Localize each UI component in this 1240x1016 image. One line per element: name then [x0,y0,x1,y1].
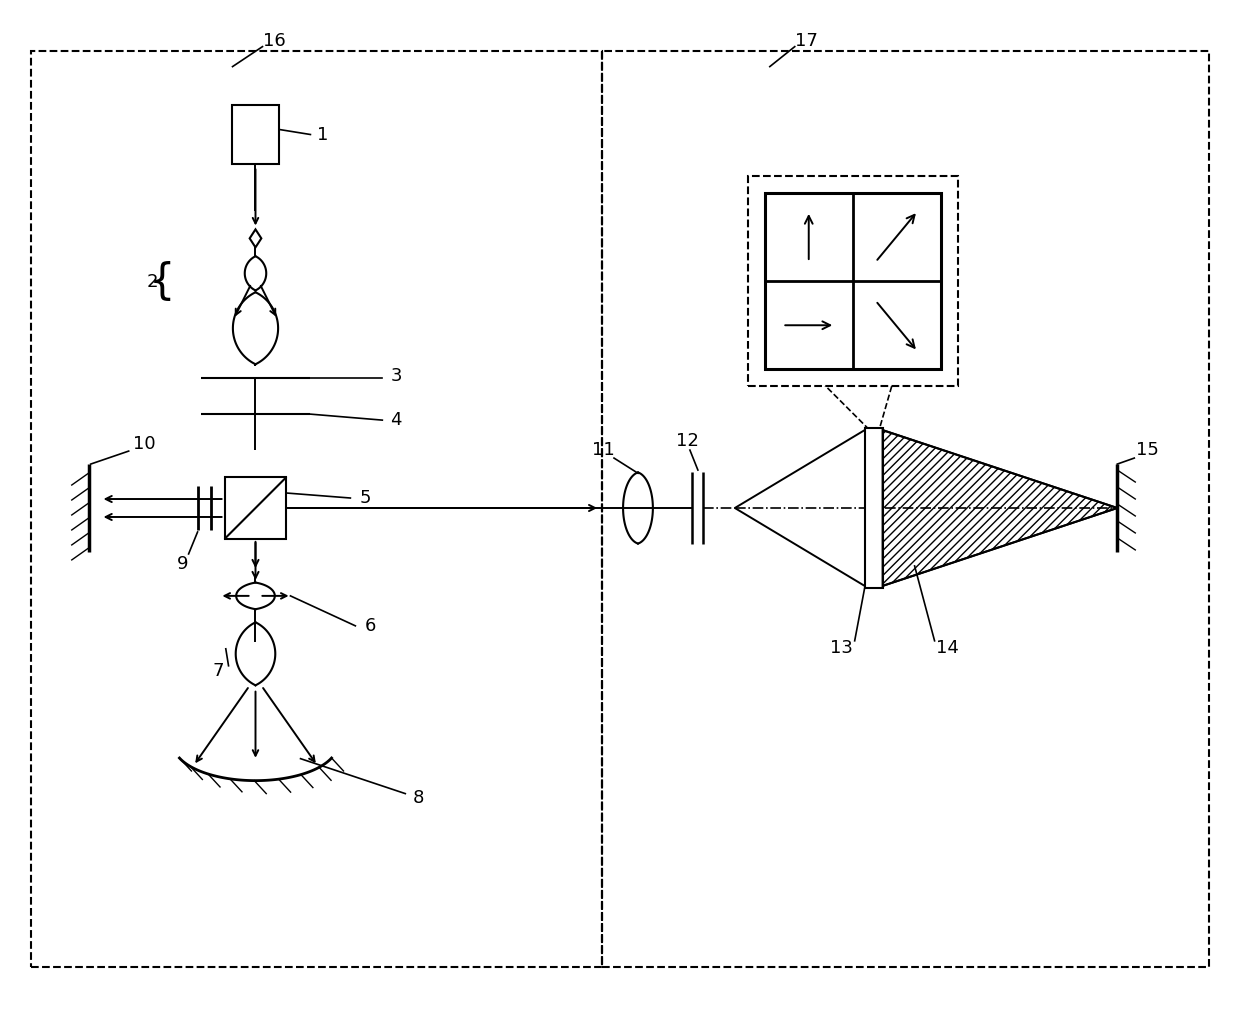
Text: 16: 16 [263,31,286,50]
Bar [748,177,957,386]
Bar [224,478,286,538]
Bar [603,51,1209,967]
Bar [31,51,603,967]
Bar [232,105,279,165]
Text: 17: 17 [795,31,818,50]
Text: 5: 5 [360,489,371,507]
Text: 10: 10 [134,435,156,453]
Text: 12: 12 [677,432,699,450]
Text: 11: 11 [591,441,614,459]
Text: {: { [149,261,176,304]
Text: 2: 2 [146,273,159,292]
Text: 7: 7 [213,661,224,680]
Text: 6: 6 [365,617,376,635]
Text: 8: 8 [413,788,424,807]
Text: 13: 13 [831,639,853,656]
Text: 9: 9 [177,555,188,573]
Bar [864,428,883,588]
Text: 1: 1 [316,126,329,143]
Text: 15: 15 [1136,441,1158,459]
Text: 3: 3 [391,367,402,385]
Text: 14: 14 [936,639,959,656]
Bar [765,193,941,369]
Text: 4: 4 [391,411,402,429]
